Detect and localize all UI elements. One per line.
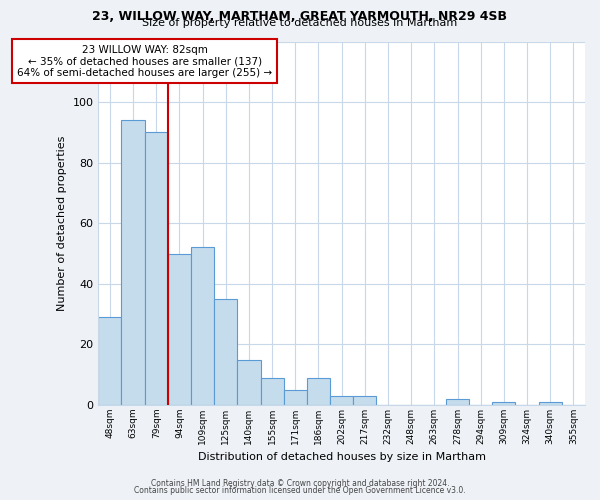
- Bar: [260, 378, 284, 405]
- Text: 23 WILLOW WAY: 82sqm
← 35% of detached houses are smaller (137)
64% of semi-deta: 23 WILLOW WAY: 82sqm ← 35% of detached h…: [17, 44, 272, 78]
- Bar: [145, 132, 168, 405]
- Bar: [446, 399, 469, 405]
- Bar: [330, 396, 353, 405]
- Bar: [98, 317, 121, 405]
- X-axis label: Distribution of detached houses by size in Martham: Distribution of detached houses by size …: [197, 452, 485, 462]
- Bar: [284, 390, 307, 405]
- Bar: [168, 254, 191, 405]
- Bar: [238, 360, 260, 405]
- Bar: [191, 248, 214, 405]
- Bar: [214, 299, 238, 405]
- Bar: [539, 402, 562, 405]
- Text: 23, WILLOW WAY, MARTHAM, GREAT YARMOUTH, NR29 4SB: 23, WILLOW WAY, MARTHAM, GREAT YARMOUTH,…: [92, 10, 508, 23]
- Bar: [121, 120, 145, 405]
- Y-axis label: Number of detached properties: Number of detached properties: [57, 136, 67, 311]
- Bar: [492, 402, 515, 405]
- Text: Contains HM Land Registry data © Crown copyright and database right 2024.: Contains HM Land Registry data © Crown c…: [151, 478, 449, 488]
- Bar: [307, 378, 330, 405]
- Text: Size of property relative to detached houses in Martham: Size of property relative to detached ho…: [142, 18, 458, 28]
- Text: Contains public sector information licensed under the Open Government Licence v3: Contains public sector information licen…: [134, 486, 466, 495]
- Bar: [353, 396, 376, 405]
